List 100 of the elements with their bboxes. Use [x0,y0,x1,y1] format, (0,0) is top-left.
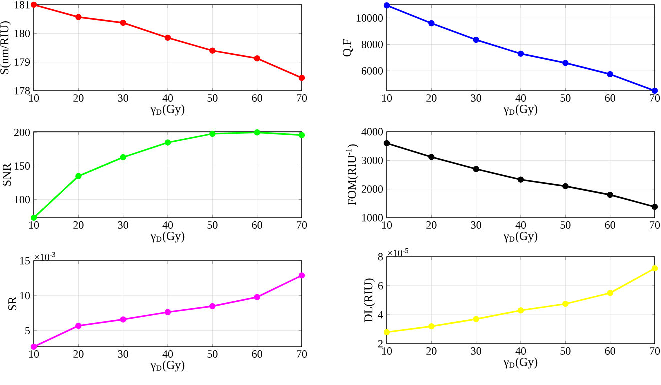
y-tick-label: 180 [14,30,30,38]
x-tick-label: 40 [516,222,526,229]
x-tick-label: 60 [605,94,616,102]
point [473,36,480,44]
x-tick-label: 60 [252,350,262,358]
point [652,88,658,94]
point [518,308,524,314]
point [298,132,306,138]
y-tick-label: 5 [26,327,30,335]
point [607,192,614,198]
y-tick-label: 6 [378,282,384,290]
y-axis-title: S(nm/RIU) [0,22,12,74]
point [164,34,172,42]
x-tick-label: 20 [74,222,84,229]
y-tick-label: 1000 [362,214,384,222]
x-tick-label: 40 [162,94,174,102]
point [384,2,390,9]
x-axis-title: γ$_{D}$(Gy) [504,104,538,116]
y-tick-label: 4000 [362,128,384,136]
x-tick-label: 10 [29,94,40,102]
point [76,14,82,20]
point [30,344,38,350]
x-tick-label: 70 [297,350,308,358]
x-axis-title: γ$_{D}$(Gy) [504,358,538,369]
y-axis-title: SNR [3,163,12,186]
y-tick-label: 3000 [362,156,384,164]
point [164,309,172,316]
point [76,322,82,330]
point [210,48,216,54]
point [120,316,126,323]
point [254,56,260,62]
x-axis-title: γ$_{D}$(Gy) [150,360,185,372]
y-tick-label: 178 [14,87,30,95]
x-tick-label: 60 [252,222,262,229]
y-tick-label: 10 [20,292,30,300]
x-axis-title: γ$_{D}$(Gy) [150,232,185,243]
y-tick-label: 10000 [356,14,384,22]
y-axis-title: DL(RIU) [364,278,376,322]
point [652,265,658,272]
point [298,272,306,279]
y-axis-title: FOM(RIU$^{-1}$) [346,144,359,206]
y-tick-label: 8 [378,253,384,261]
x-tick-label: 20 [426,348,437,355]
y-tick-label: 179 [14,58,30,66]
y-tick-label: 6000 [362,67,384,75]
text: ×10$^{-3}$ [34,252,56,261]
point [30,2,38,8]
y-axis-title: Q.F [343,39,354,57]
point [30,214,38,222]
point [518,50,524,58]
x-tick-label: 60 [605,222,616,229]
point [210,130,216,138]
point [120,20,126,26]
point [384,140,390,147]
point [254,130,260,136]
x-tick-label: 30 [471,94,482,102]
x-tick-label: 50 [560,222,571,229]
x-tick-label: 30 [118,350,128,358]
point [210,303,216,310]
point [607,71,614,78]
point [164,140,172,146]
x-tick-label: 70 [297,94,308,102]
point [518,176,524,183]
x-tick-label: 30 [118,94,128,102]
x-tick-label: 40 [162,222,174,229]
point [428,20,435,27]
y-tick-label: 2 [378,340,383,348]
x-tick-label: 30 [471,348,482,355]
text: ×10$^{-5}$ [388,248,408,257]
point [607,290,614,296]
x-tick-label: 70 [650,348,660,355]
point [254,294,260,300]
point [473,166,480,172]
point [428,154,435,160]
point [384,329,390,336]
y-tick-label: 150 [14,162,30,170]
x-tick-label: 10 [29,222,40,229]
x-tick-label: 20 [74,94,84,102]
y-tick-label: 4 [378,311,384,319]
x-tick-label: 70 [650,222,660,229]
point [428,323,435,330]
y-tick-label: 181 [14,1,30,9]
point [562,183,569,190]
x-tick-label: 40 [516,348,526,355]
y-axis-title: SR [8,296,17,311]
x-tick-label: 20 [426,94,437,102]
y-tick-label: 8000 [362,40,384,48]
x-tick-label: 50 [560,94,571,102]
x-tick-label: 50 [560,348,571,355]
x-tick-label: 70 [650,94,660,102]
point [652,204,658,210]
point [120,154,126,161]
x-tick-label: 20 [74,350,84,358]
y-tick-label: 15 [20,257,30,265]
x-axis-title: γ$_{D}$(Gy) [150,104,185,116]
x-tick-label: 30 [471,222,482,229]
x-tick-label: 40 [162,350,174,358]
y-tick-label: 200 [14,128,30,136]
point [562,301,569,308]
x-tick-label: 60 [252,94,262,102]
